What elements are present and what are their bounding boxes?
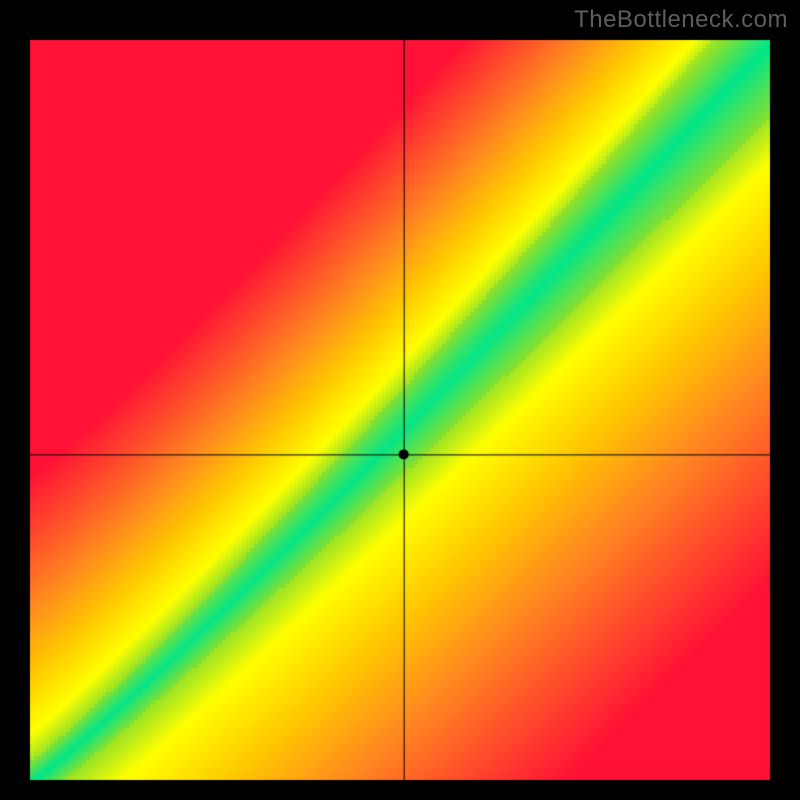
heatmap-canvas [0,0,800,800]
watermark-text: TheBottleneck.com [574,6,788,34]
chart-container: TheBottleneck.com [0,0,800,800]
